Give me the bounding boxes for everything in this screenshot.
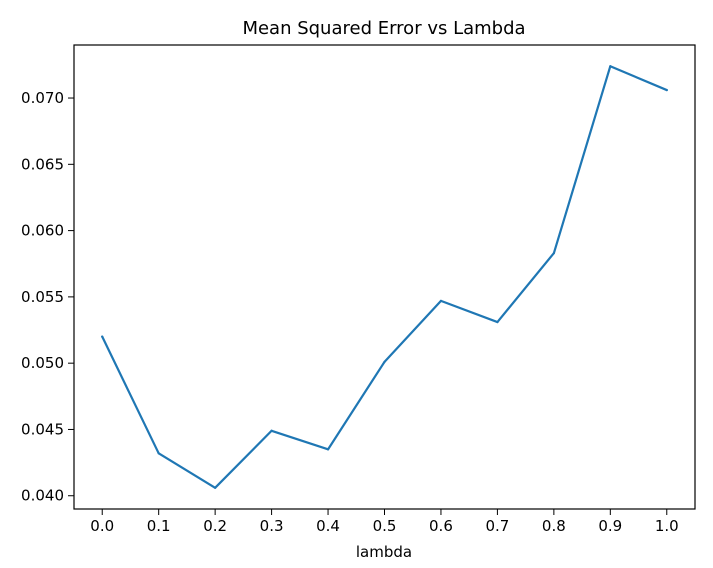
chart-title: Mean Squared Error vs Lambda <box>242 18 525 39</box>
x-tick-label: 0.7 <box>485 517 509 535</box>
y-tick-label: 0.055 <box>21 288 64 306</box>
y-tick-label: 0.045 <box>21 420 64 438</box>
data-point <box>496 320 499 324</box>
x-tick-label: 0.2 <box>203 517 227 535</box>
x-tick-label: 1.0 <box>655 517 679 535</box>
y-tick-label: 0.065 <box>21 155 64 173</box>
x-tick-label: 0.3 <box>260 517 284 535</box>
series-line <box>101 65 668 489</box>
data-point <box>214 486 217 489</box>
data-point <box>270 429 273 432</box>
x-tick-label: 0.9 <box>598 517 622 535</box>
x-tick-label: 0.8 <box>542 517 566 535</box>
data-point <box>326 448 330 451</box>
plot-area-frame <box>73 44 696 510</box>
data-point <box>609 65 612 68</box>
x-tick-label: 0.1 <box>147 517 171 535</box>
x-tick-label: 0.0 <box>90 517 114 535</box>
data-point <box>439 299 443 302</box>
data-point <box>101 335 104 338</box>
y-tick-label: 0.060 <box>21 222 64 240</box>
data-point <box>552 252 555 255</box>
y-tick-label: 0.040 <box>21 487 64 505</box>
series-layer <box>101 65 668 489</box>
x-tick-label: 0.4 <box>316 517 340 535</box>
data-point <box>383 360 386 363</box>
x-tick-label: 0.6 <box>429 517 453 535</box>
x-tick-label: 0.5 <box>373 517 397 535</box>
y-axis: 0.040 0.045 0.050 0.055 0.060 0.065 0.070 <box>21 89 74 505</box>
x-axis-label: lambda <box>356 543 412 561</box>
data-point <box>665 88 668 92</box>
x-axis: 0.0 0.1 0.2 0.3 0.4 0.5 0.6 0.7 0.8 0.9 1.0 <box>90 509 679 535</box>
y-tick-label: 0.070 <box>21 89 64 107</box>
data-point <box>157 452 160 455</box>
y-tick-label: 0.050 <box>21 354 64 372</box>
